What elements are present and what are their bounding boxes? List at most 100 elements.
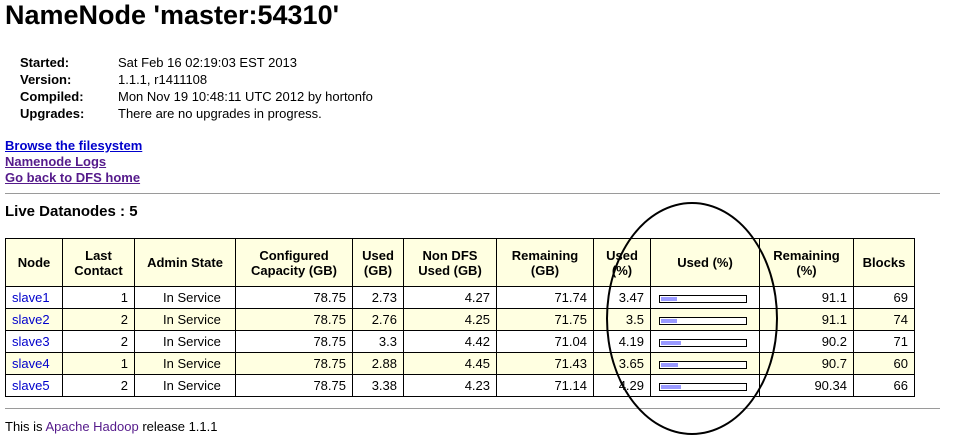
used-pct-bar-cell [650, 286, 760, 309]
used-pct-bar-cell [650, 352, 760, 375]
used-pct-cell: 4.29 [593, 374, 651, 397]
table-header-row: Node Last Contact Admin State Configured… [5, 238, 915, 287]
non-dfs-cell: 4.27 [403, 286, 497, 309]
last-contact-cell: 2 [62, 308, 135, 331]
usage-bar-fill [661, 384, 682, 389]
header-used-pct-bar[interactable]: Used (%) [650, 238, 760, 287]
remaining-pct-cell: 91.1 [759, 308, 854, 331]
info-key: Upgrades: [20, 106, 85, 121]
remaining-pct-cell: 91.1 [759, 286, 854, 309]
table-row: slave3 2 In Service 78.75 3.3 4.42 71.04… [5, 330, 915, 353]
apache-hadoop-link[interactable]: Apache Hadoop [45, 419, 139, 434]
datanodes-table: Node Last Contact Admin State Configured… [5, 238, 915, 397]
node-link[interactable]: slave4 [5, 352, 63, 375]
non-dfs-cell: 4.23 [403, 374, 497, 397]
remaining-gb-cell: 71.04 [496, 330, 594, 353]
table-row: slave1 1 In Service 78.75 2.73 4.27 71.7… [5, 286, 915, 309]
dfs-home-link[interactable]: Go back to DFS home [5, 170, 141, 185]
blocks-cell: 66 [853, 374, 915, 397]
non-dfs-cell: 4.42 [403, 330, 497, 353]
non-dfs-cell: 4.25 [403, 308, 497, 331]
usage-bar-fill [661, 296, 677, 301]
remaining-pct-cell: 90.2 [759, 330, 854, 353]
admin-state-cell: In Service [134, 308, 236, 331]
header-used-gb[interactable]: Used (GB) [352, 238, 404, 287]
live-datanodes-heading: Live Datanodes : 5 [5, 203, 138, 220]
footer-suffix: release 1.1.1 [138, 419, 218, 434]
admin-state-cell: In Service [134, 286, 236, 309]
used-pct-bar-cell [650, 330, 760, 353]
table-row: slave2 2 In Service 78.75 2.76 4.25 71.7… [5, 308, 915, 331]
header-used-pct[interactable]: Used (%) [593, 238, 651, 287]
usage-bar [659, 294, 747, 303]
usage-bar-fill [661, 318, 678, 323]
admin-state-cell: In Service [134, 330, 236, 353]
info-row-started: Started: Sat Feb 16 02:19:03 EST 2013 [20, 54, 373, 71]
usage-bar [659, 360, 747, 369]
used-pct-bar-cell [650, 374, 760, 397]
header-node[interactable]: Node [5, 238, 63, 287]
blocks-cell: 71 [853, 330, 915, 353]
remaining-pct-cell: 90.7 [759, 352, 854, 375]
info-row-upgrades: Upgrades: There are no upgrades in progr… [20, 105, 373, 122]
last-contact-cell: 2 [62, 330, 135, 353]
used-pct-bar-cell [650, 308, 760, 331]
node-link[interactable]: slave3 [5, 330, 63, 353]
remaining-gb-cell: 71.74 [496, 286, 594, 309]
used-gb-cell: 2.73 [352, 286, 404, 309]
info-value: Mon Nov 19 10:48:11 UTC 2012 by hortonfo [118, 89, 373, 104]
used-pct-cell: 4.19 [593, 330, 651, 353]
used-pct-cell: 3.65 [593, 352, 651, 375]
footer: This is Apache Hadoop release 1.1.1 [5, 419, 218, 434]
capacity-cell: 78.75 [235, 352, 353, 375]
nav-links: Browse the filesystem Namenode Logs Go b… [5, 138, 142, 186]
table-row: slave4 1 In Service 78.75 2.88 4.45 71.4… [5, 352, 915, 375]
divider [5, 193, 940, 194]
footer-prefix: This is [5, 419, 46, 434]
remaining-gb-cell: 71.14 [496, 374, 594, 397]
info-row-version: Version: 1.1.1, r1411108 [20, 71, 373, 88]
capacity-cell: 78.75 [235, 374, 353, 397]
header-remaining-pct[interactable]: Remaining (%) [759, 238, 854, 287]
blocks-cell: 74 [853, 308, 915, 331]
info-key: Compiled: [20, 89, 84, 104]
table-row: slave5 2 In Service 78.75 3.38 4.23 71.1… [5, 374, 915, 397]
header-remaining-gb[interactable]: Remaining (GB) [496, 238, 594, 287]
non-dfs-cell: 4.45 [403, 352, 497, 375]
admin-state-cell: In Service [134, 352, 236, 375]
header-last-contact[interactable]: Last Contact [62, 238, 135, 287]
info-row-compiled: Compiled: Mon Nov 19 10:48:11 UTC 2012 b… [20, 88, 373, 105]
blocks-cell: 60 [853, 352, 915, 375]
info-value: Sat Feb 16 02:19:03 EST 2013 [118, 55, 298, 70]
header-admin-state[interactable]: Admin State [134, 238, 236, 287]
blocks-cell: 69 [853, 286, 915, 309]
info-value: There are no upgrades in progress. [118, 106, 322, 121]
usage-bar [659, 338, 747, 347]
node-link[interactable]: slave2 [5, 308, 63, 331]
last-contact-cell: 1 [62, 286, 135, 309]
used-gb-cell: 2.76 [352, 308, 404, 331]
header-blocks[interactable]: Blocks [853, 238, 915, 287]
usage-bar [659, 316, 747, 325]
info-key: Version: [20, 72, 72, 87]
usage-bar-fill [661, 362, 678, 367]
remaining-gb-cell: 71.75 [496, 308, 594, 331]
capacity-cell: 78.75 [235, 308, 353, 331]
node-link[interactable]: slave1 [5, 286, 63, 309]
page-title: NameNode 'master:54310' [5, 0, 340, 30]
namenode-logs-link[interactable]: Namenode Logs [5, 154, 107, 169]
header-non-dfs-used[interactable]: Non DFS Used (GB) [403, 238, 497, 287]
divider [5, 408, 940, 409]
browse-filesystem-link[interactable]: Browse the filesystem [5, 138, 143, 153]
admin-state-cell: In Service [134, 374, 236, 397]
remaining-gb-cell: 71.43 [496, 352, 594, 375]
info-value: 1.1.1, r1411108 [118, 72, 208, 87]
used-pct-cell: 3.5 [593, 308, 651, 331]
node-link[interactable]: slave5 [5, 374, 63, 397]
usage-bar [659, 382, 747, 391]
used-gb-cell: 3.38 [352, 374, 404, 397]
info-key: Started: [20, 55, 70, 70]
info-block: Started: Sat Feb 16 02:19:03 EST 2013 Ve… [20, 54, 373, 122]
usage-bar-fill [661, 340, 681, 345]
header-configured-capacity[interactable]: Configured Capacity (GB) [235, 238, 353, 287]
